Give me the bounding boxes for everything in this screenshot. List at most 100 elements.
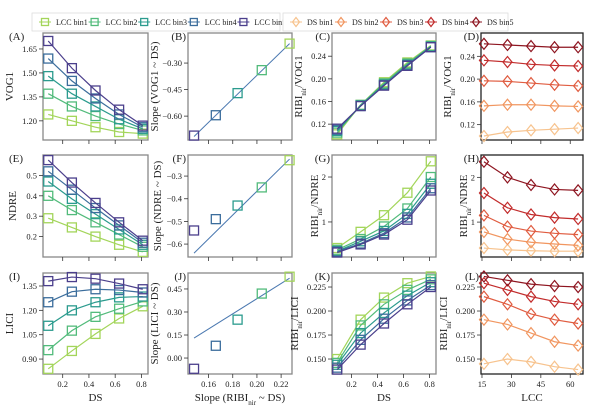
data-point xyxy=(478,270,490,283)
data-point xyxy=(90,197,101,209)
data-point xyxy=(66,345,78,357)
data-point-bin5 xyxy=(188,130,200,141)
data-point xyxy=(572,280,584,294)
data-point xyxy=(137,120,148,131)
series-line xyxy=(48,113,143,135)
x-tick-label: 0.6 xyxy=(398,379,409,389)
data-point xyxy=(525,123,537,137)
data-point xyxy=(549,99,560,113)
data-point xyxy=(90,217,101,228)
series-bin3 xyxy=(478,208,584,242)
y-tick-label: −0.6 xyxy=(167,239,182,249)
panel-label: (L) xyxy=(465,271,479,283)
y-tick-label: 1.05 xyxy=(22,330,37,340)
plot-area xyxy=(42,272,149,375)
series-line xyxy=(336,275,431,360)
data-point xyxy=(355,320,366,331)
x-tick-label: 0.6 xyxy=(110,379,121,389)
data-point xyxy=(66,325,78,336)
y-tick-label: 0.4 xyxy=(26,191,37,201)
data-point xyxy=(502,98,513,112)
data-point xyxy=(425,156,436,167)
series-bin1 xyxy=(43,109,148,139)
panel-l: (L) 15 30 45 60 0.150 0.175 0.200 0.225RIBInir/L… xyxy=(438,270,584,404)
y-axis-label: RIBInir/NDRE xyxy=(309,174,324,237)
y-axis-label: NDRE xyxy=(7,191,19,221)
data-point xyxy=(525,208,537,221)
y-tick-label: 0.16 xyxy=(460,97,475,107)
data-point xyxy=(66,62,78,74)
data-point xyxy=(525,277,537,291)
data-point-bin3 xyxy=(232,87,243,99)
data-point xyxy=(402,278,413,289)
legend-label: DS bin3 xyxy=(397,18,423,27)
y-axis-label: RIBInir/LICI xyxy=(438,296,453,351)
series-bin5 xyxy=(43,35,148,131)
data-point xyxy=(572,363,584,377)
data-point xyxy=(525,98,537,112)
series-bin3 xyxy=(478,290,584,330)
data-point xyxy=(113,284,125,296)
series-line xyxy=(483,247,579,252)
x-tick-label: 0.18 xyxy=(225,379,240,389)
legend-entry: DS bin5 xyxy=(470,16,513,28)
data-point xyxy=(378,210,390,221)
series-line xyxy=(483,43,579,48)
data-point xyxy=(66,184,78,195)
series-line xyxy=(47,295,143,327)
data-point xyxy=(378,318,390,329)
panel-j: (J) 0.16 0.18 0.20 0.22 0.00 0.15 0.30 0.45 Slope… xyxy=(149,271,295,407)
data-point xyxy=(572,238,584,252)
data-point xyxy=(572,99,584,113)
x-tick-label: 0.20 xyxy=(249,379,264,389)
series-line xyxy=(483,214,579,236)
x-tick-label: 15 xyxy=(478,379,487,389)
data-point xyxy=(43,344,54,356)
data-point xyxy=(478,357,490,371)
series-line xyxy=(47,40,144,127)
panel-i: (I) 0.2 0.4 0.6 0.8 0.90 1.05 1.20 1.35 LICI DS xyxy=(4,271,149,404)
series-bin5 xyxy=(43,271,148,295)
panel-label: (B) xyxy=(171,31,186,43)
data-point xyxy=(113,278,125,289)
data-point xyxy=(478,276,490,290)
data-point xyxy=(502,318,513,331)
data-point xyxy=(478,290,490,304)
x-tick-label: 60 xyxy=(566,379,575,389)
y-tick-label: −0.30 xyxy=(162,58,182,68)
series-line xyxy=(337,190,432,254)
legend-marker xyxy=(381,16,391,28)
y-tick-label: 0.30 xyxy=(167,307,182,317)
y-tick-label: 1 xyxy=(471,217,475,227)
y-tick-label: 0.12 xyxy=(311,119,326,129)
legend-marker xyxy=(140,17,149,27)
panel-label: (H) xyxy=(464,153,480,165)
data-point xyxy=(549,211,560,225)
data-point xyxy=(478,74,490,88)
y-tick-label: 0.200 xyxy=(307,306,326,316)
y-axis-label: VOG1 xyxy=(4,72,16,101)
data-point xyxy=(502,232,513,246)
series-line xyxy=(336,183,432,252)
y-tick-label: 1.20 xyxy=(22,305,37,315)
data-point xyxy=(502,220,513,234)
data-point xyxy=(549,335,560,349)
data-point xyxy=(502,273,513,287)
panel-label: (A) xyxy=(9,31,25,43)
data-point-bin2 xyxy=(256,182,267,193)
data-point xyxy=(478,53,490,67)
data-point xyxy=(113,104,125,115)
y-tick-label: 0.15 xyxy=(167,330,182,340)
series-bin5 xyxy=(478,270,584,294)
data-point xyxy=(572,79,584,93)
y-tick-label: 1.35 xyxy=(22,92,37,102)
data-point-bin2 xyxy=(256,288,267,299)
data-point xyxy=(66,177,78,188)
data-point xyxy=(478,313,490,327)
data-point xyxy=(572,339,584,353)
data-point xyxy=(549,122,560,136)
y-tick-label: 1.65 xyxy=(22,44,37,54)
